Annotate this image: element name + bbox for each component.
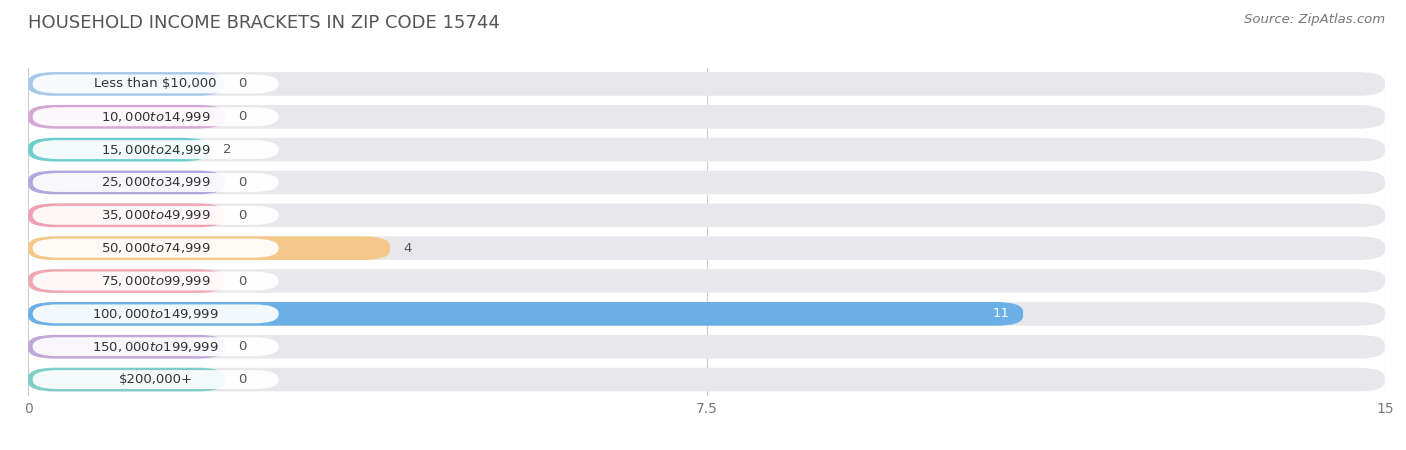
Text: $75,000 to $99,999: $75,000 to $99,999 [101, 274, 211, 288]
Text: 0: 0 [239, 110, 247, 123]
FancyBboxPatch shape [32, 271, 278, 291]
FancyBboxPatch shape [28, 72, 1385, 96]
Text: 11: 11 [993, 307, 1010, 320]
Text: $150,000 to $199,999: $150,000 to $199,999 [93, 340, 219, 354]
FancyBboxPatch shape [28, 335, 225, 359]
Text: 0: 0 [239, 340, 247, 353]
Text: 2: 2 [222, 143, 231, 156]
FancyBboxPatch shape [28, 368, 225, 392]
Text: $35,000 to $49,999: $35,000 to $49,999 [101, 208, 211, 222]
FancyBboxPatch shape [28, 138, 209, 162]
FancyBboxPatch shape [28, 269, 225, 293]
FancyBboxPatch shape [28, 105, 1385, 129]
FancyBboxPatch shape [32, 206, 278, 225]
Text: 0: 0 [239, 176, 247, 189]
Text: $10,000 to $14,999: $10,000 to $14,999 [101, 110, 211, 124]
FancyBboxPatch shape [28, 236, 389, 260]
FancyBboxPatch shape [28, 72, 225, 96]
FancyBboxPatch shape [28, 171, 225, 194]
Text: 4: 4 [404, 242, 412, 255]
Text: $25,000 to $34,999: $25,000 to $34,999 [101, 176, 211, 189]
FancyBboxPatch shape [28, 335, 1385, 359]
Text: $100,000 to $149,999: $100,000 to $149,999 [93, 307, 219, 321]
FancyBboxPatch shape [28, 302, 1385, 326]
FancyBboxPatch shape [28, 302, 1024, 326]
FancyBboxPatch shape [32, 140, 278, 159]
FancyBboxPatch shape [32, 107, 278, 126]
FancyBboxPatch shape [28, 203, 225, 227]
FancyBboxPatch shape [32, 370, 278, 389]
FancyBboxPatch shape [28, 138, 1385, 162]
FancyBboxPatch shape [32, 304, 278, 324]
Text: $200,000+: $200,000+ [118, 373, 193, 386]
FancyBboxPatch shape [28, 171, 1385, 194]
Text: Less than $10,000: Less than $10,000 [94, 77, 217, 90]
FancyBboxPatch shape [28, 203, 1385, 227]
Text: $15,000 to $24,999: $15,000 to $24,999 [101, 143, 211, 157]
Text: 0: 0 [239, 274, 247, 288]
FancyBboxPatch shape [32, 74, 278, 94]
FancyBboxPatch shape [28, 368, 1385, 392]
FancyBboxPatch shape [28, 105, 225, 129]
FancyBboxPatch shape [28, 236, 1385, 260]
Text: 0: 0 [239, 77, 247, 90]
Text: 0: 0 [239, 209, 247, 222]
Text: 0: 0 [239, 373, 247, 386]
FancyBboxPatch shape [32, 337, 278, 356]
FancyBboxPatch shape [28, 269, 1385, 293]
Text: Source: ZipAtlas.com: Source: ZipAtlas.com [1244, 14, 1385, 27]
Text: HOUSEHOLD INCOME BRACKETS IN ZIP CODE 15744: HOUSEHOLD INCOME BRACKETS IN ZIP CODE 15… [28, 14, 501, 32]
Text: $50,000 to $74,999: $50,000 to $74,999 [101, 241, 211, 255]
FancyBboxPatch shape [32, 238, 278, 258]
FancyBboxPatch shape [32, 173, 278, 192]
